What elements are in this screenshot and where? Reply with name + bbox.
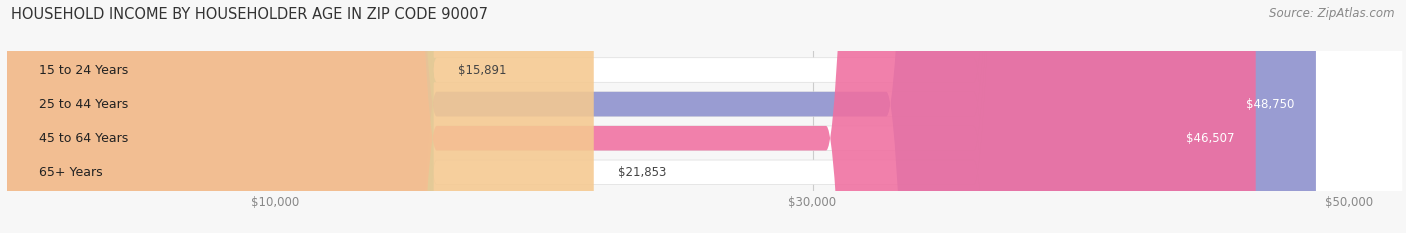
FancyBboxPatch shape bbox=[7, 0, 1403, 233]
FancyBboxPatch shape bbox=[7, 0, 593, 233]
Text: 25 to 44 Years: 25 to 44 Years bbox=[39, 98, 128, 111]
FancyBboxPatch shape bbox=[7, 0, 1403, 233]
Text: $15,891: $15,891 bbox=[458, 64, 506, 76]
Text: Source: ZipAtlas.com: Source: ZipAtlas.com bbox=[1270, 7, 1395, 20]
Text: HOUSEHOLD INCOME BY HOUSEHOLDER AGE IN ZIP CODE 90007: HOUSEHOLD INCOME BY HOUSEHOLDER AGE IN Z… bbox=[11, 7, 488, 22]
Text: $21,853: $21,853 bbox=[617, 166, 666, 179]
Text: 45 to 64 Years: 45 to 64 Years bbox=[39, 132, 128, 145]
FancyBboxPatch shape bbox=[7, 0, 1256, 233]
FancyBboxPatch shape bbox=[7, 0, 1403, 233]
FancyBboxPatch shape bbox=[4, 0, 437, 233]
FancyBboxPatch shape bbox=[7, 0, 1316, 233]
FancyBboxPatch shape bbox=[7, 0, 1403, 233]
Text: $46,507: $46,507 bbox=[1185, 132, 1234, 145]
Text: 65+ Years: 65+ Years bbox=[39, 166, 103, 179]
Text: 15 to 24 Years: 15 to 24 Years bbox=[39, 64, 128, 76]
Text: $48,750: $48,750 bbox=[1246, 98, 1295, 111]
